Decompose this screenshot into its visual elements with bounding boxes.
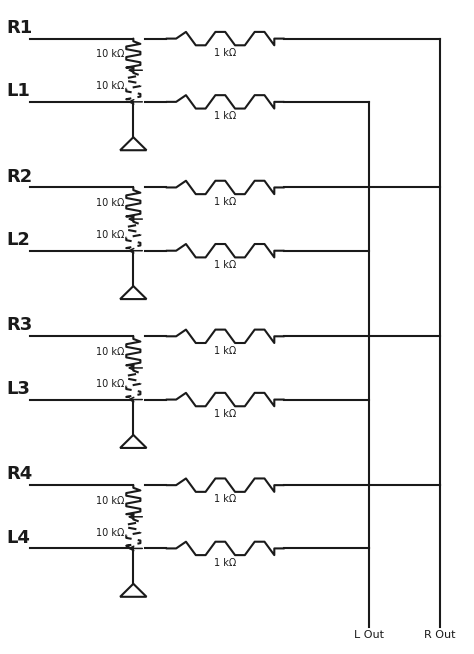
Text: R Out: R Out (424, 630, 456, 640)
Text: R2: R2 (6, 167, 32, 186)
Text: 1 kΩ: 1 kΩ (214, 48, 237, 58)
Text: 10 kΩ: 10 kΩ (96, 230, 124, 240)
Text: L4: L4 (6, 528, 30, 547)
Text: R3: R3 (6, 317, 32, 334)
Text: L Out: L Out (354, 630, 384, 640)
Text: 1 kΩ: 1 kΩ (214, 197, 237, 207)
Text: 1 kΩ: 1 kΩ (214, 111, 237, 121)
Text: 10 kΩ: 10 kΩ (96, 379, 124, 388)
Text: 10 kΩ: 10 kΩ (96, 50, 124, 60)
Text: R4: R4 (6, 465, 32, 483)
Text: 10 kΩ: 10 kΩ (96, 347, 124, 357)
Text: 1 kΩ: 1 kΩ (214, 345, 237, 356)
Text: 1 kΩ: 1 kΩ (214, 494, 237, 504)
Text: 1 kΩ: 1 kΩ (214, 558, 237, 568)
Text: L3: L3 (6, 380, 30, 398)
Text: 1 kΩ: 1 kΩ (214, 409, 237, 419)
Text: L2: L2 (6, 231, 30, 249)
Text: 1 kΩ: 1 kΩ (214, 260, 237, 270)
Text: 10 kΩ: 10 kΩ (96, 198, 124, 208)
Text: 10 kΩ: 10 kΩ (96, 496, 124, 506)
Text: L1: L1 (6, 82, 30, 100)
Text: 10 kΩ: 10 kΩ (96, 81, 124, 91)
Text: 10 kΩ: 10 kΩ (96, 528, 124, 538)
Text: R1: R1 (6, 19, 32, 37)
